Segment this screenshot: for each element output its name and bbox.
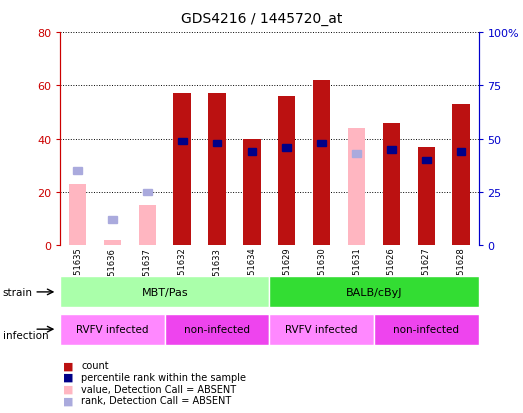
Bar	[174, 94, 191, 246]
Bar	[417, 147, 435, 246]
Text: GDS4216 / 1445720_at: GDS4216 / 1445720_at	[181, 12, 342, 26]
Bar	[348, 129, 365, 246]
Bar	[108, 217, 117, 223]
Bar	[165, 314, 269, 345]
Text: count: count	[81, 361, 109, 370]
Bar	[208, 94, 226, 246]
Bar	[247, 149, 256, 155]
Bar	[452, 105, 470, 246]
Bar	[213, 140, 221, 147]
Bar	[282, 145, 291, 151]
Text: percentile rank within the sample: percentile rank within the sample	[81, 372, 246, 382]
Bar	[422, 157, 430, 164]
Bar	[374, 314, 479, 345]
Text: non-infected: non-infected	[184, 324, 250, 335]
Text: value, Detection Call = ABSENT: value, Detection Call = ABSENT	[81, 384, 236, 394]
Bar	[269, 277, 479, 308]
Text: RVFV infected: RVFV infected	[286, 324, 358, 335]
Bar	[60, 277, 269, 308]
Bar	[317, 140, 326, 147]
Text: rank, Detection Call = ABSENT: rank, Detection Call = ABSENT	[81, 395, 231, 405]
Bar	[313, 81, 331, 246]
Bar	[73, 168, 82, 175]
Bar	[60, 314, 165, 345]
Bar	[352, 151, 361, 158]
Text: ■: ■	[63, 361, 73, 370]
Bar	[387, 147, 396, 153]
Text: MBT/Pas: MBT/Pas	[141, 287, 188, 297]
Text: infection: infection	[3, 330, 48, 341]
Bar	[178, 138, 187, 145]
Bar	[104, 240, 121, 246]
Bar	[383, 123, 400, 246]
Text: ■: ■	[63, 384, 73, 394]
Text: non-infected: non-infected	[393, 324, 459, 335]
Text: RVFV infected: RVFV infected	[76, 324, 149, 335]
Text: strain: strain	[3, 287, 32, 297]
Bar	[278, 97, 295, 246]
Bar	[457, 149, 465, 155]
Bar	[69, 185, 86, 246]
Text: ■: ■	[63, 372, 73, 382]
Bar	[143, 189, 152, 196]
Bar	[269, 314, 374, 345]
Bar	[139, 206, 156, 246]
Text: ■: ■	[63, 395, 73, 405]
Text: BALB/cByJ: BALB/cByJ	[346, 287, 402, 297]
Bar	[243, 140, 260, 246]
